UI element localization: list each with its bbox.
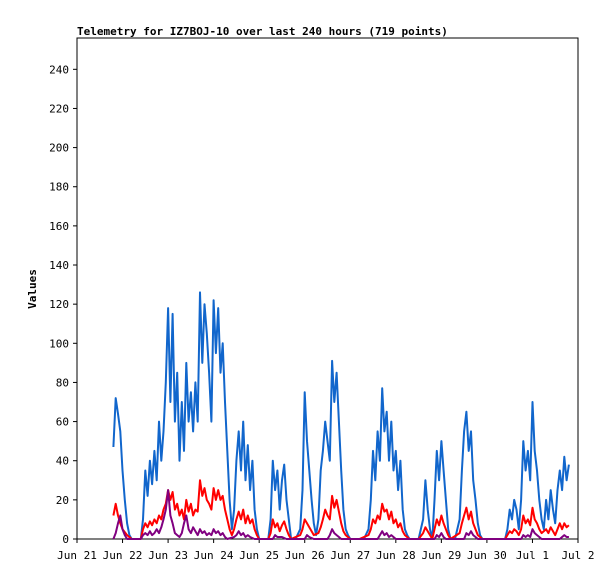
x-tick-label: Jun 21: [57, 549, 97, 562]
plot-frame: [76, 37, 579, 540]
y-tick-label: 160: [49, 220, 69, 233]
x-tick-label: Jul 1: [516, 549, 549, 562]
x-tick-label: Jun 24: [194, 549, 234, 562]
y-tick-label: 20: [56, 494, 69, 507]
y-tick-label: 120: [49, 298, 69, 311]
x-axis-ticks: Jun 21 Jun 22 Jun 23 Jun 24 Jun 25 Jun 26 Jun …: [57, 539, 595, 562]
y-axis-label: Values: [26, 269, 39, 309]
y-tick-label: 140: [49, 259, 69, 272]
x-tick-label: Jun 23: [148, 549, 188, 562]
x-tick-label: Jun 27: [330, 549, 370, 562]
series-line-3: [112, 489, 569, 540]
y-tick-label: 60: [56, 416, 69, 429]
x-tick-label: Jun 25: [239, 549, 279, 562]
x-tick-label: Jul 2: [561, 549, 594, 562]
y-tick-label: 40: [56, 455, 69, 468]
y-tick-label: 200: [49, 142, 69, 155]
series-line-1: [112, 291, 570, 540]
x-tick-label: Jun 28: [376, 549, 416, 562]
y-tick-label: 240: [49, 63, 69, 76]
y-axis-ticks: 0 20 40 60 80 100 120 140 160 180 200 220 240: [49, 63, 77, 546]
y-tick-label: 80: [56, 376, 69, 389]
chart-title: Telemetry for IZ7BOJ-10 over last 240 ho…: [77, 25, 448, 38]
x-tick-label: Jun 29: [421, 549, 461, 562]
x-tick-label: Jun 26: [285, 549, 325, 562]
x-tick-label: Jun 30: [467, 549, 507, 562]
y-tick-label: 180: [49, 181, 69, 194]
y-tick-label: 220: [49, 102, 69, 115]
y-tick-label: 0: [62, 533, 69, 546]
y-tick-label: 100: [49, 337, 69, 350]
series-layer: [112, 291, 570, 540]
x-tick-label: Jun 22: [103, 549, 143, 562]
